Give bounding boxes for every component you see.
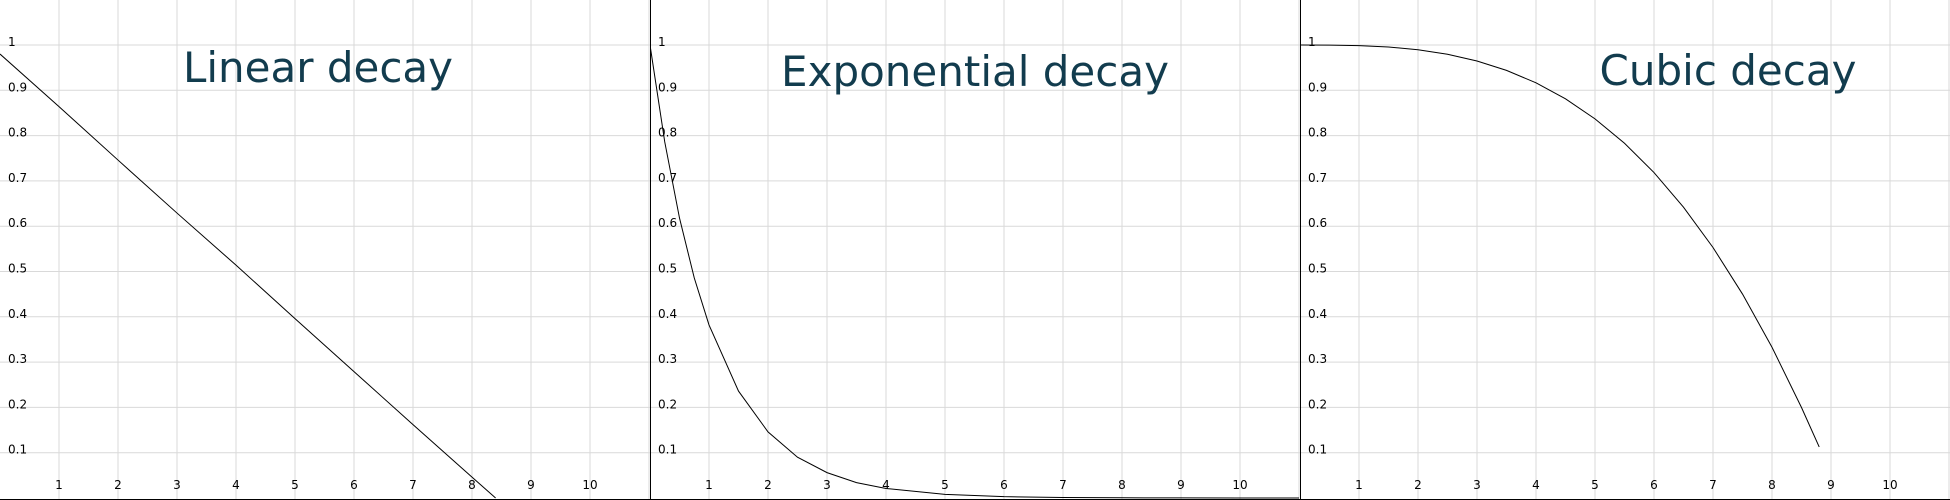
chart-title: Exponential decay <box>781 47 1169 96</box>
y-tick-label: 0.6 <box>8 216 27 230</box>
x-tick-label: 4 <box>882 478 890 492</box>
y-tick-label: 0.3 <box>8 352 27 366</box>
chart-panel-3: 1 2 3 4 5 6 7 8 9 10 0.1 0.2 0.3 0.4 0.5 0.6 0.7 0.8 0.9 1 C… <box>1300 0 1950 500</box>
chart-title: Linear decay <box>183 43 453 92</box>
x-tick-label: 1 <box>705 478 713 492</box>
y-tick-label: 0.8 <box>8 126 27 140</box>
x-tick-label: 9 <box>1177 478 1185 492</box>
series-line <box>1300 44 1820 448</box>
y-tick-label: 1 <box>8 35 16 49</box>
y-tick-label: 0.5 <box>1308 262 1327 276</box>
y-tick-label: 0.4 <box>8 307 27 321</box>
y-tick-label: 0.9 <box>658 80 677 94</box>
chart-title: Cubic decay <box>1600 46 1857 95</box>
y-tick-label: 0.6 <box>658 216 677 230</box>
x-tick-label: 1 <box>1355 478 1363 492</box>
y-tick-label: 0.8 <box>658 126 677 140</box>
x-tick-label: 8 <box>1768 478 1776 492</box>
x-tick-label: 6 <box>1650 478 1658 492</box>
y-tick-label: 0.1 <box>8 443 27 457</box>
y-tick-label: 0.3 <box>1308 352 1327 366</box>
x-tick-label: 10 <box>1882 478 1897 492</box>
x-tick-label: 10 <box>1232 478 1247 492</box>
series-line <box>650 44 1300 499</box>
y-tick-label: 0.9 <box>1308 80 1327 94</box>
x-tick-label: 7 <box>1709 478 1717 492</box>
y-tick-label: 0.3 <box>658 352 677 366</box>
chart-panel-1: 1 2 3 4 5 6 7 8 9 10 0.1 0.2 0.3 0.4 0.5 0.6 0.7 0.8 0.9 1 L… <box>0 0 650 500</box>
y-tick-label: 1 <box>1308 35 1316 49</box>
x-tick-label: 7 <box>409 478 417 492</box>
panel-divider <box>650 0 651 500</box>
x-tick-label: 5 <box>291 478 299 492</box>
y-tick-label: 0.2 <box>8 397 27 411</box>
x-tick-label: 8 <box>468 478 476 492</box>
y-tick-label: 0.6 <box>1308 216 1327 230</box>
grid <box>650 0 1300 500</box>
x-tick-label: 7 <box>1059 478 1067 492</box>
y-tick-label: 0.9 <box>8 80 27 94</box>
x-tick-label: 9 <box>527 478 535 492</box>
x-tick-label: 6 <box>1000 478 1008 492</box>
chart-svg: 1 2 3 4 5 6 7 8 9 10 0.1 0.2 0.3 0.4 0.5 0.6 0.7 0.8 0.9 1 E… <box>650 0 1300 500</box>
x-tick-label: 1 <box>55 478 63 492</box>
x-tick-label: 5 <box>941 478 949 492</box>
y-tick-label: 1 <box>658 35 666 49</box>
x-tick-label: 3 <box>823 478 831 492</box>
x-tick-label: 4 <box>232 478 240 492</box>
y-tick-label: 0.1 <box>658 443 677 457</box>
x-tick-label: 5 <box>1591 478 1599 492</box>
panel-divider <box>1300 0 1301 500</box>
y-tick-label: 0.8 <box>1308 126 1327 140</box>
chart-svg: 1 2 3 4 5 6 7 8 9 10 0.1 0.2 0.3 0.4 0.5 0.6 0.7 0.8 0.9 1 L… <box>0 0 650 500</box>
y-tick-label: 0.5 <box>8 262 27 276</box>
series-line <box>0 53 496 499</box>
y-tick-label: 0.1 <box>1308 443 1327 457</box>
x-tick-label: 4 <box>1532 478 1540 492</box>
y-tick-label: 0.5 <box>658 262 677 276</box>
y-tick-label: 0.2 <box>658 397 677 411</box>
grid <box>1300 0 1950 500</box>
y-tick-label: 0.4 <box>658 307 677 321</box>
x-tick-label: 2 <box>114 478 122 492</box>
chart-svg: 1 2 3 4 5 6 7 8 9 10 0.1 0.2 0.3 0.4 0.5 0.6 0.7 0.8 0.9 1 C… <box>1300 0 1950 500</box>
x-tick-label: 10 <box>582 478 597 492</box>
x-tick-label: 2 <box>1414 478 1422 492</box>
x-tick-label: 8 <box>1118 478 1126 492</box>
x-tick-label: 3 <box>173 478 181 492</box>
y-tick-label: 0.4 <box>1308 307 1327 321</box>
x-tick-label: 9 <box>1827 478 1835 492</box>
y-tick-label: 0.2 <box>1308 397 1327 411</box>
y-tick-label: 0.7 <box>1308 171 1327 185</box>
chart-panel-2: 1 2 3 4 5 6 7 8 9 10 0.1 0.2 0.3 0.4 0.5 0.6 0.7 0.8 0.9 1 E… <box>650 0 1300 500</box>
grid <box>0 0 650 500</box>
x-tick-label: 2 <box>764 478 772 492</box>
x-tick-label: 3 <box>1473 478 1481 492</box>
x-tick-label: 6 <box>350 478 358 492</box>
y-tick-label: 0.7 <box>8 171 27 185</box>
y-tick-label: 0.7 <box>658 171 677 185</box>
